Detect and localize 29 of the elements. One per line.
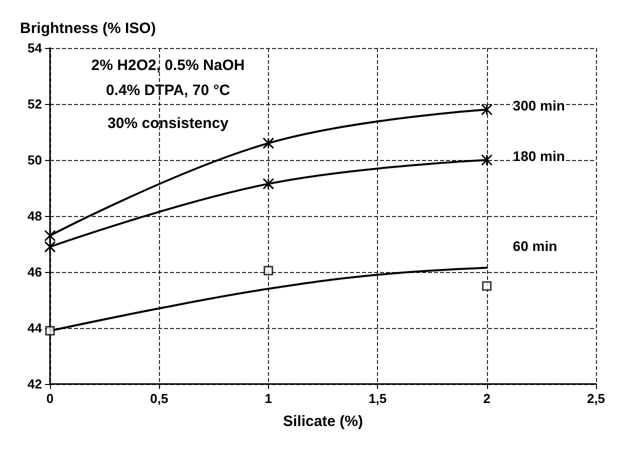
- point: [481, 154, 493, 166]
- y-axis-title: Brightness (% ISO): [20, 20, 156, 37]
- y-tick-label: 42: [28, 376, 42, 392]
- text: 60 min: [512, 238, 558, 254]
- point: [264, 266, 274, 276]
- x-tick-label: 0,5: [150, 391, 168, 406]
- annotation: 2% H2O2, 0.5% NaOH: [91, 57, 245, 74]
- point: [262, 178, 274, 190]
- x-tick-label: 0: [46, 391, 54, 406]
- point: [482, 281, 492, 291]
- y-tick-label: 44: [28, 320, 43, 336]
- x-tick-label: 1,5: [368, 391, 387, 406]
- series-label: 300 min: [512, 98, 565, 114]
- y-tick-label: 52: [28, 96, 42, 112]
- y-tick-label: 50: [28, 152, 42, 168]
- series-label: 180 min: [512, 148, 565, 164]
- point: [262, 137, 274, 149]
- y-tick-label: 54: [28, 40, 43, 56]
- x-tick-label: 2: [483, 391, 490, 406]
- point: [481, 104, 493, 116]
- x-axis-title: Silicate (%): [282, 413, 364, 430]
- point: [44, 241, 56, 253]
- point: [44, 230, 56, 242]
- x-tick-label: 2,5: [586, 391, 606, 406]
- y-tick-label: 48: [28, 208, 42, 224]
- annotation: 0.4% DTPA, 70 °C: [106, 82, 230, 99]
- y-tick-label: 46: [28, 264, 42, 280]
- annotation: 30% consistency: [108, 115, 230, 132]
- x-tick-label: 1: [264, 391, 272, 406]
